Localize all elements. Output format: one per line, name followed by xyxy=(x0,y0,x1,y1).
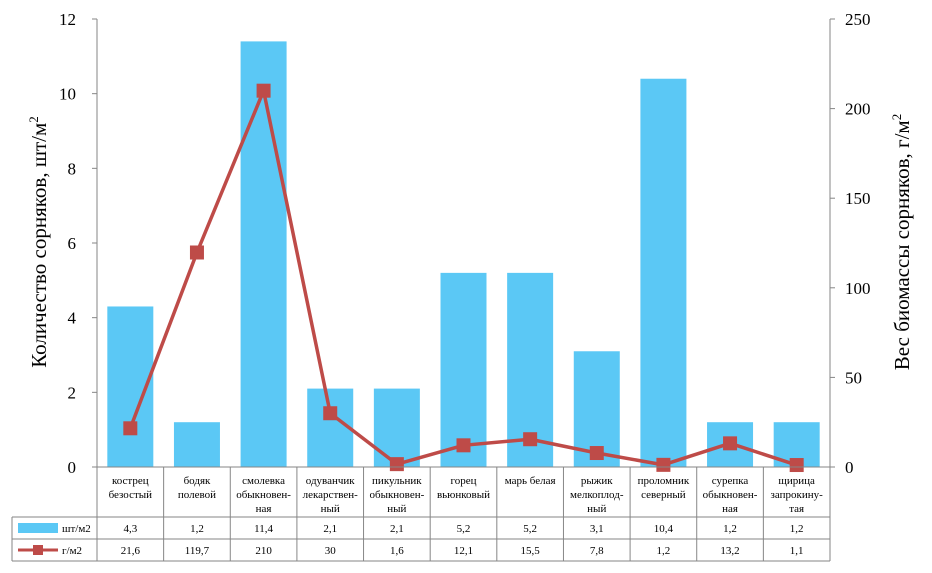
right-axis-title: Вес биомассы сорняков, г/м2 xyxy=(889,114,914,370)
data-label: 1,1 xyxy=(790,545,804,557)
line-marker xyxy=(656,457,671,472)
category-label: одуванчик лекарствен-ный xyxy=(303,475,359,515)
line-marker xyxy=(189,245,204,260)
data-label: 10,4 xyxy=(654,523,674,535)
data-label: 1,2 xyxy=(723,523,737,535)
left-tick-label: 0 xyxy=(68,458,77,477)
right-tick-label: 50 xyxy=(845,368,862,387)
data-label: 1,6 xyxy=(390,545,404,557)
data-label: 12,1 xyxy=(454,545,473,557)
bar xyxy=(307,388,354,467)
line-marker xyxy=(589,446,604,461)
left-tick-label: 2 xyxy=(68,383,77,402)
right-tick-label: 100 xyxy=(845,279,871,298)
left-axis-ticks: 0 2 4 6 8 10 12 xyxy=(59,10,97,477)
data-label: 5,2 xyxy=(523,523,537,535)
line-marker xyxy=(123,421,138,436)
right-tick-label: 200 xyxy=(845,100,871,119)
bar xyxy=(440,272,487,467)
line-marker xyxy=(389,457,404,472)
data-label: 30 xyxy=(325,545,337,557)
bar xyxy=(373,388,420,467)
line-series-biomass xyxy=(123,83,804,473)
data-label: 4,3 xyxy=(123,523,137,535)
line-marker xyxy=(323,406,338,421)
category-label: марь белая xyxy=(505,475,556,487)
left-tick-label: 12 xyxy=(59,10,76,29)
category-label: проломник северный xyxy=(638,475,690,501)
data-label: 2,1 xyxy=(390,523,404,535)
data-label: 210 xyxy=(255,545,272,557)
data-label: 1,2 xyxy=(657,545,671,557)
category-label: сурепка обыкновен-ная xyxy=(703,475,758,515)
legend-key-bar xyxy=(18,523,58,533)
data-label: 1,2 xyxy=(190,523,204,535)
data-table: кострец безостый бодяк полевой смолевка обыкн… xyxy=(11,466,831,562)
data-label: 119,7 xyxy=(185,545,210,557)
bar xyxy=(173,422,220,467)
left-tick-label: 4 xyxy=(68,309,77,328)
legend-label-bar: шт/м2 xyxy=(62,523,91,535)
right-tick-label: 250 xyxy=(845,10,871,29)
line-marker xyxy=(523,432,538,447)
data-label: 21,6 xyxy=(121,545,141,557)
category-label: бодяк полевой xyxy=(178,475,216,501)
data-label: 7,8 xyxy=(590,545,604,557)
category-label: щирица запрокину-тая xyxy=(771,475,824,515)
right-tick-label: 150 xyxy=(845,189,871,208)
right-tick-label: 0 xyxy=(845,458,854,477)
legend-label-line: г/м2 xyxy=(62,545,82,557)
category-label: кострец безостый xyxy=(109,475,153,501)
category-label: смолевка обыкновен-ная xyxy=(236,475,291,515)
line-marker xyxy=(723,436,738,451)
data-label: 3,1 xyxy=(590,523,604,535)
line-marker xyxy=(456,438,471,453)
axes xyxy=(96,19,831,467)
right-axis-ticks: 0 50 100 150 200 250 xyxy=(830,10,871,477)
data-label: 13,2 xyxy=(720,545,739,557)
category-label: горец вьюнковый xyxy=(437,475,490,501)
line-marker xyxy=(789,458,804,473)
data-label: 5,2 xyxy=(457,523,471,535)
line-marker xyxy=(256,83,271,98)
category-label: пикульник обыкновен-ный xyxy=(369,475,424,515)
data-label: 11,4 xyxy=(254,523,273,535)
category-label: рыжик мелкоплод-ный xyxy=(570,475,624,515)
data-label: 1,2 xyxy=(790,523,804,535)
left-tick-label: 6 xyxy=(68,234,77,253)
legend-key-marker xyxy=(33,545,43,555)
data-label: 2,1 xyxy=(323,523,337,535)
left-tick-label: 10 xyxy=(59,85,76,104)
left-tick-label: 8 xyxy=(68,159,77,178)
bar xyxy=(640,78,687,467)
data-label: 15,5 xyxy=(521,545,541,557)
bar xyxy=(240,41,287,468)
left-axis-title: Количество сорняков, шт/м2 xyxy=(26,116,51,368)
bar-series-count xyxy=(107,41,820,468)
